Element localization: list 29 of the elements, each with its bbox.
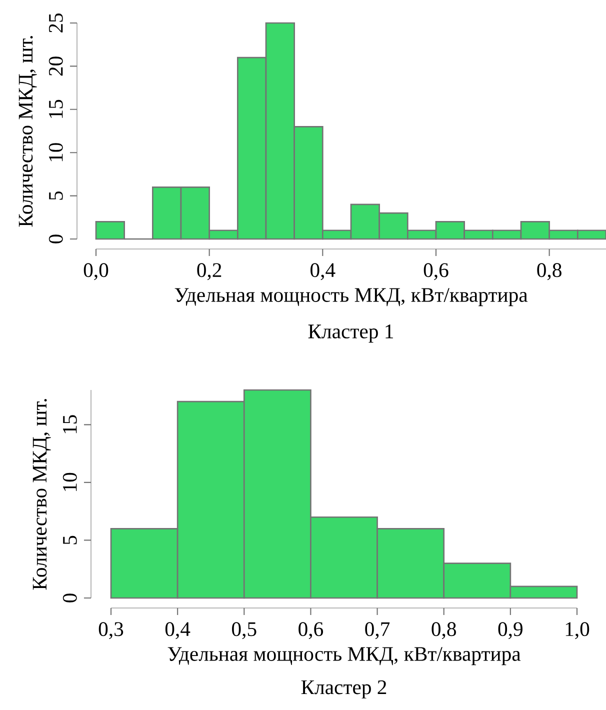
y-tick-label: 20 <box>48 56 63 76</box>
x-tick-label: 0,8 <box>537 263 562 280</box>
text: Кластер 2 <box>301 680 386 698</box>
x-tick-label: 0,6 <box>298 622 324 640</box>
x-tick-label: 0,8 <box>432 622 456 640</box>
y-axis-title: Количество МКД, шт. <box>18 36 37 227</box>
text: Кластер 1 <box>308 324 393 343</box>
y-tick-label: 0 <box>62 594 77 602</box>
x-tick-label: 0,4 <box>310 263 336 280</box>
y-tick-label: 25 <box>48 13 63 32</box>
y-tick-label: 0 <box>48 234 63 244</box>
x-axis-title: Удельная мощность МКД, кВт/квартира <box>174 288 528 306</box>
y-axis-title: Количество МКД, шт. <box>32 398 51 590</box>
y-tick-label: 10 <box>62 472 77 491</box>
x-tick-label: 0,6 <box>424 263 448 280</box>
x-tick-label: 0,5 <box>232 622 256 640</box>
x-tick-label: 1,0 <box>566 622 590 640</box>
x-tick-label: 0,2 <box>197 263 222 280</box>
x-tick-label: 0,3 <box>98 622 124 640</box>
x-axis-title: Удельная мощность МКД, кВт/квартира <box>168 647 521 666</box>
y-tick-label: 5 <box>63 536 77 544</box>
x-tick-label: 0,7 <box>365 622 390 640</box>
x-tick-label: 0,0 <box>84 263 108 280</box>
y-tick-label: 15 <box>49 100 63 118</box>
x-tick-label: 0,4 <box>165 622 190 640</box>
x-tick-label: 0,9 <box>498 622 522 640</box>
y-tick-label: 10 <box>48 143 63 162</box>
y-tick-label: 5 <box>49 191 63 200</box>
y-tick-label: 15 <box>63 415 77 434</box>
